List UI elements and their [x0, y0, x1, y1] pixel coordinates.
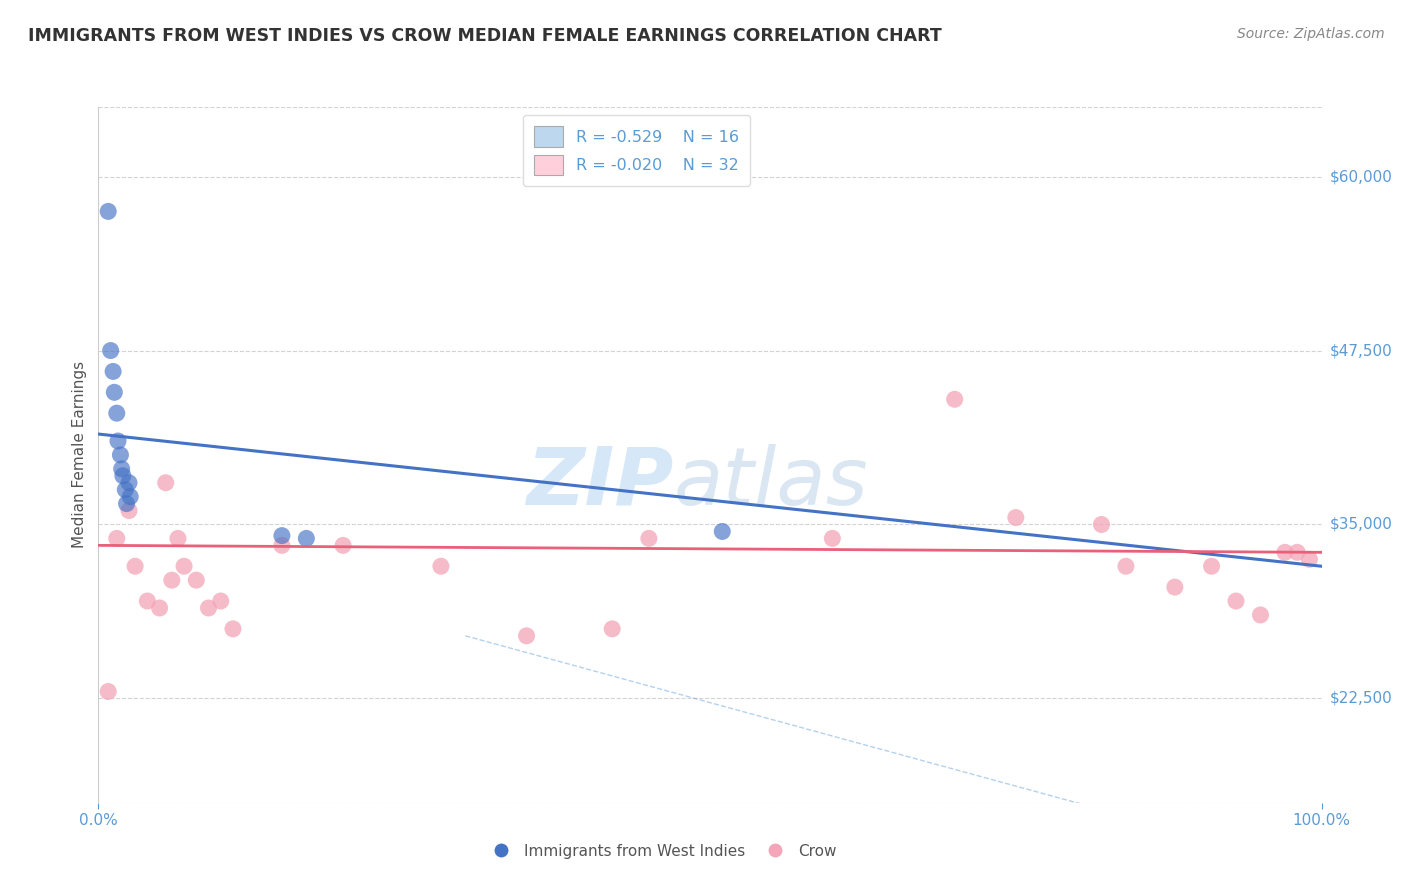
- Point: [270, 538, 294, 552]
- Point: [1249, 607, 1271, 622]
- Point: [160, 573, 183, 587]
- Point: [332, 538, 354, 552]
- Point: [103, 385, 125, 400]
- Point: [105, 532, 128, 546]
- Point: [118, 475, 141, 490]
- Point: [821, 532, 844, 546]
- Point: [149, 601, 172, 615]
- Point: [114, 483, 136, 497]
- Point: [1090, 517, 1112, 532]
- Point: [97, 204, 120, 219]
- Point: [173, 559, 195, 574]
- Text: $35,000: $35,000: [1330, 517, 1393, 532]
- Point: [1164, 580, 1187, 594]
- Point: [270, 528, 294, 542]
- Point: [1298, 552, 1320, 566]
- Point: [711, 524, 734, 539]
- Text: atlas: atlas: [673, 443, 868, 522]
- Point: [1286, 545, 1309, 559]
- Point: [105, 406, 128, 420]
- Text: $22,500: $22,500: [1330, 691, 1393, 706]
- Point: [637, 532, 661, 546]
- Point: [97, 684, 120, 698]
- Text: Source: ZipAtlas.com: Source: ZipAtlas.com: [1237, 27, 1385, 41]
- Point: [111, 468, 134, 483]
- Point: [115, 497, 138, 511]
- Point: [167, 532, 190, 546]
- Point: [1225, 594, 1247, 608]
- Point: [111, 462, 134, 476]
- Point: [100, 343, 122, 358]
- Point: [118, 503, 141, 517]
- Point: [155, 475, 177, 490]
- Point: [120, 490, 142, 504]
- Point: [110, 448, 132, 462]
- Text: $47,500: $47,500: [1330, 343, 1393, 358]
- Point: [1274, 545, 1296, 559]
- Text: IMMIGRANTS FROM WEST INDIES VS CROW MEDIAN FEMALE EARNINGS CORRELATION CHART: IMMIGRANTS FROM WEST INDIES VS CROW MEDI…: [28, 27, 942, 45]
- Legend: Immigrants from West Indies, Crow: Immigrants from West Indies, Crow: [479, 838, 844, 864]
- Y-axis label: Median Female Earnings: Median Female Earnings: [72, 361, 87, 549]
- Point: [943, 392, 966, 407]
- Point: [515, 629, 537, 643]
- Point: [222, 622, 245, 636]
- Point: [124, 559, 146, 574]
- Point: [430, 559, 453, 574]
- Point: [1004, 510, 1026, 524]
- Point: [197, 601, 219, 615]
- Text: ZIP: ZIP: [526, 443, 673, 522]
- Point: [1115, 559, 1137, 574]
- Point: [136, 594, 159, 608]
- Point: [107, 434, 129, 448]
- Point: [209, 594, 232, 608]
- Point: [1201, 559, 1223, 574]
- Point: [101, 364, 124, 378]
- Point: [186, 573, 208, 587]
- Point: [295, 532, 318, 546]
- Point: [600, 622, 623, 636]
- Text: $60,000: $60,000: [1330, 169, 1393, 184]
